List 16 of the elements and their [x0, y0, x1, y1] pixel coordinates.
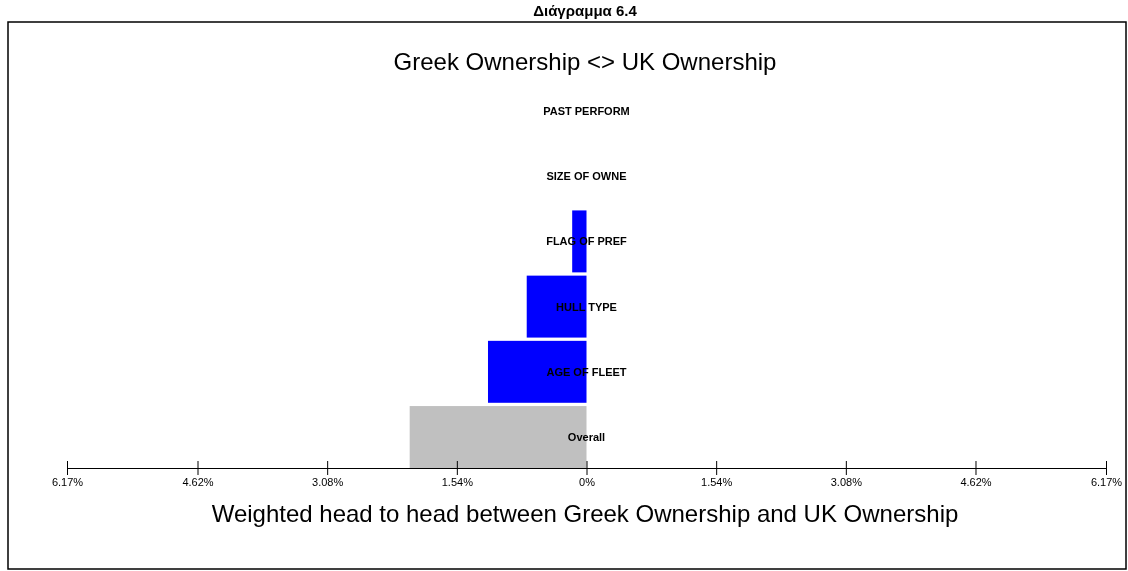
x-axis-title: Weighted head to head between Greek Ownership and UK Ownership — [211, 500, 959, 527]
x-tick-label: 6.17% — [1090, 475, 1123, 488]
x-tick-label: 1.54% — [441, 475, 474, 488]
x-tick-label: 3.08% — [312, 475, 344, 488]
y-tick-label: HULL TYPE — [556, 300, 617, 313]
x-tick-label: 0% — [579, 475, 596, 488]
x-tick-label: 1.54% — [701, 475, 733, 488]
chart-subtitle: Διάγραμμα 6.4 — [533, 2, 638, 19]
y-tick-label: Overall — [567, 431, 606, 444]
x-tick-label: 6.17% — [51, 475, 84, 488]
x-tick-label: 4.62% — [960, 475, 992, 488]
x-tick-label: 4.62% — [182, 475, 214, 488]
y-tick-label: SIZE OF OWNE — [546, 170, 627, 183]
y-tick-label: PAST PERFORM — [543, 104, 630, 117]
chart-title: Greek Ownership <> UK Ownership — [393, 48, 777, 75]
x-tick-label: 3.08% — [830, 475, 863, 488]
